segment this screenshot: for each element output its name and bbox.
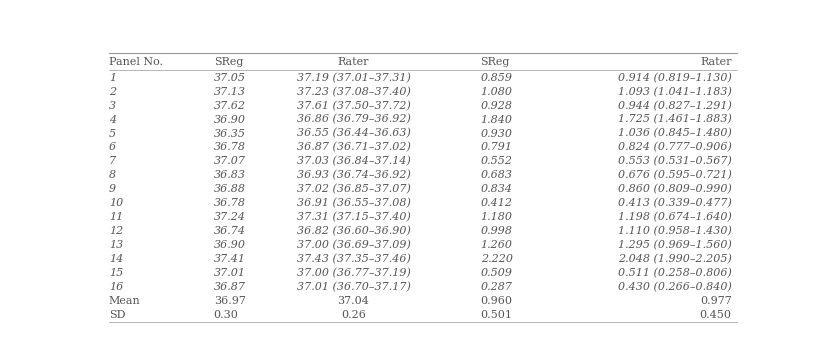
Text: 0.511 (0.258–0.806): 0.511 (0.258–0.806)	[617, 268, 731, 278]
Text: 0.450: 0.450	[699, 310, 731, 320]
Text: 1.036 (0.845–1.480): 1.036 (0.845–1.480)	[617, 129, 731, 139]
Text: 36.74: 36.74	[214, 226, 246, 236]
Text: 1.080: 1.080	[480, 87, 512, 97]
Text: 0.859: 0.859	[480, 73, 512, 83]
Text: 1.180: 1.180	[480, 212, 512, 222]
Text: 36.87 (36.71–37.02): 36.87 (36.71–37.02)	[296, 142, 410, 153]
Text: 1.295 (0.969–1.560): 1.295 (0.969–1.560)	[617, 240, 731, 250]
Text: 1.840: 1.840	[480, 115, 512, 125]
Text: 0.944 (0.827–1.291): 0.944 (0.827–1.291)	[617, 100, 731, 111]
Text: Rater: Rater	[699, 57, 731, 67]
Text: 10: 10	[109, 198, 123, 208]
Text: Rater: Rater	[337, 57, 369, 67]
Text: 0.430 (0.266–0.840): 0.430 (0.266–0.840)	[617, 282, 731, 292]
Text: 0.834: 0.834	[480, 184, 512, 194]
Text: 36.86 (36.79–36.92): 36.86 (36.79–36.92)	[296, 114, 410, 125]
Text: 8: 8	[109, 170, 115, 180]
Text: 3: 3	[109, 101, 115, 111]
Text: 0.683: 0.683	[480, 170, 512, 180]
Text: 0.30: 0.30	[214, 310, 238, 320]
Text: 0.553 (0.531–0.567): 0.553 (0.531–0.567)	[617, 156, 731, 166]
Text: 2.048 (1.990–2.205): 2.048 (1.990–2.205)	[617, 254, 731, 264]
Text: 36.93 (36.74–36.92): 36.93 (36.74–36.92)	[296, 170, 410, 180]
Text: 0.914 (0.819–1.130): 0.914 (0.819–1.130)	[617, 73, 731, 83]
Text: 1.110 (0.958–1.430): 1.110 (0.958–1.430)	[617, 226, 731, 236]
Text: 37.02 (36.85–37.07): 37.02 (36.85–37.07)	[296, 184, 410, 195]
Text: 0.928: 0.928	[480, 101, 512, 111]
Text: 37.41: 37.41	[214, 254, 246, 264]
Text: 37.19 (37.01–37.31): 37.19 (37.01–37.31)	[296, 73, 410, 83]
Text: 0.977: 0.977	[699, 296, 731, 306]
Text: 0.412: 0.412	[480, 198, 512, 208]
Text: 36.90: 36.90	[214, 115, 246, 125]
Text: 0.509: 0.509	[480, 268, 512, 278]
Text: 37.62: 37.62	[214, 101, 246, 111]
Text: 5: 5	[109, 129, 115, 138]
Text: 36.82 (36.60–36.90): 36.82 (36.60–36.90)	[296, 226, 410, 236]
Text: 36.78: 36.78	[214, 198, 246, 208]
Text: 0.26: 0.26	[341, 310, 365, 320]
Text: 37.13: 37.13	[214, 87, 246, 97]
Text: 36.55 (36.44–36.63): 36.55 (36.44–36.63)	[296, 129, 410, 139]
Text: 36.83: 36.83	[214, 170, 246, 180]
Text: 37.01: 37.01	[214, 268, 246, 278]
Text: 1.260: 1.260	[480, 240, 512, 250]
Text: 16: 16	[109, 282, 123, 292]
Text: 36.88: 36.88	[214, 184, 246, 194]
Text: 12: 12	[109, 226, 123, 236]
Text: 36.97: 36.97	[214, 296, 245, 306]
Text: 2.220: 2.220	[480, 254, 512, 264]
Text: 37.07: 37.07	[214, 157, 246, 166]
Text: 37.05: 37.05	[214, 73, 246, 83]
Text: 1.093 (1.041–1.183): 1.093 (1.041–1.183)	[617, 87, 731, 97]
Text: 14: 14	[109, 254, 123, 264]
Text: 1.198 (0.674–1.640): 1.198 (0.674–1.640)	[617, 212, 731, 222]
Text: 37.01 (36.70–37.17): 37.01 (36.70–37.17)	[296, 282, 410, 292]
Text: SReg: SReg	[480, 57, 509, 67]
Text: 0.676 (0.595–0.721): 0.676 (0.595–0.721)	[617, 170, 731, 180]
Text: 0.960: 0.960	[480, 296, 512, 306]
Text: 0.287: 0.287	[480, 282, 512, 292]
Text: 0.791: 0.791	[480, 142, 512, 152]
Text: 37.04: 37.04	[337, 296, 369, 306]
Text: 15: 15	[109, 268, 123, 278]
Text: 36.91 (36.55–37.08): 36.91 (36.55–37.08)	[296, 198, 410, 208]
Text: 36.35: 36.35	[214, 129, 246, 138]
Text: 36.90: 36.90	[214, 240, 246, 250]
Text: 37.00 (36.69–37.09): 37.00 (36.69–37.09)	[296, 240, 410, 250]
Text: 36.87: 36.87	[214, 282, 246, 292]
Text: 0.501: 0.501	[480, 310, 512, 320]
Text: 0.860 (0.809–0.990): 0.860 (0.809–0.990)	[617, 184, 731, 195]
Text: 11: 11	[109, 212, 123, 222]
Text: 37.31 (37.15–37.40): 37.31 (37.15–37.40)	[296, 212, 410, 222]
Text: 37.24: 37.24	[214, 212, 246, 222]
Text: 9: 9	[109, 184, 115, 194]
Text: 0.552: 0.552	[480, 157, 512, 166]
Text: 6: 6	[109, 142, 115, 152]
Text: 0.930: 0.930	[480, 129, 512, 138]
Text: 13: 13	[109, 240, 123, 250]
Text: 0.824 (0.777–0.906): 0.824 (0.777–0.906)	[617, 142, 731, 153]
Text: 4: 4	[109, 115, 115, 125]
Text: 37.61 (37.50–37.72): 37.61 (37.50–37.72)	[296, 100, 410, 111]
Text: 37.03 (36.84–37.14): 37.03 (36.84–37.14)	[296, 156, 410, 166]
Text: 0.413 (0.339–0.477): 0.413 (0.339–0.477)	[617, 198, 731, 208]
Text: 37.23 (37.08–37.40): 37.23 (37.08–37.40)	[296, 87, 410, 97]
Text: 2: 2	[109, 87, 115, 97]
Text: 0.998: 0.998	[480, 226, 512, 236]
Text: 1.725 (1.461–1.883): 1.725 (1.461–1.883)	[617, 114, 731, 125]
Text: Panel No.: Panel No.	[109, 57, 163, 67]
Text: Mean: Mean	[109, 296, 140, 306]
Text: 36.78: 36.78	[214, 142, 246, 152]
Text: 7: 7	[109, 157, 115, 166]
Text: 1: 1	[109, 73, 115, 83]
Text: 37.00 (36.77–37.19): 37.00 (36.77–37.19)	[296, 268, 410, 278]
Text: SD: SD	[109, 310, 125, 320]
Text: 37.43 (37.35–37.46): 37.43 (37.35–37.46)	[296, 254, 410, 264]
Text: SReg: SReg	[214, 57, 242, 67]
